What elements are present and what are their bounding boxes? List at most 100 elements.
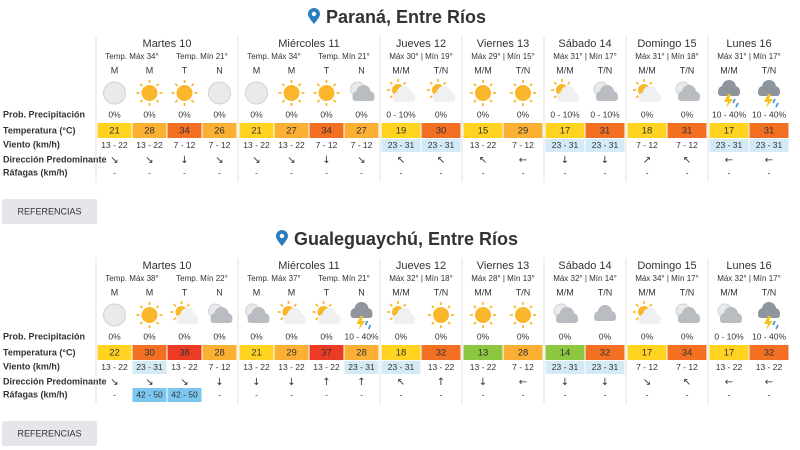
cloud-part: [720, 317, 742, 323]
temperature-cell: [97, 345, 132, 360]
sun-ray: [403, 303, 407, 307]
cloud-part: [283, 318, 306, 324]
sun-ray: [635, 81, 639, 85]
period-label: N: [358, 65, 365, 75]
wind: 7 - 12: [209, 362, 231, 372]
rain-drop: [772, 98, 776, 104]
sun-ray: [553, 81, 557, 85]
sun-ray: [529, 83, 533, 87]
precipitation: 0 - 10%: [590, 109, 620, 119]
moon-disc: [245, 81, 268, 105]
wind-direction: ↖: [437, 155, 445, 166]
button-label[interactable]: REFERENCIAS: [17, 428, 81, 438]
sun-ray: [191, 83, 195, 87]
precipitation: 0%: [320, 109, 333, 119]
wind: 7 - 12: [351, 140, 373, 150]
temperature-cell: [749, 345, 789, 360]
temperature: 22: [109, 348, 120, 359]
temperature-cell: [503, 345, 543, 360]
wind-direction: ↘: [287, 155, 295, 166]
sun-ray: [328, 303, 332, 307]
wind-cell: [749, 139, 789, 152]
gust: -: [183, 167, 186, 177]
temperature: 32: [436, 348, 447, 359]
temperature: 38: [179, 348, 190, 359]
wind: 23 - 31: [428, 140, 455, 150]
location-title: Gualeguaychú, Entre Ríos: [294, 229, 518, 249]
weather-icon: [277, 301, 306, 324]
sun-disc: [283, 85, 300, 101]
gust: -: [604, 167, 607, 177]
wind-direction: ↓: [561, 377, 569, 388]
weather-icon: [387, 301, 415, 324]
temperature: 28: [518, 348, 529, 359]
day-name: Miércoles 11: [278, 260, 340, 272]
wind-direction: ←: [519, 377, 527, 388]
temperature-cell: [167, 345, 202, 360]
precipitation: 0%: [641, 109, 654, 119]
wind-cell: [421, 139, 461, 152]
weather-icon: [718, 80, 740, 108]
gust: -: [728, 389, 731, 399]
wind-direction: ↖: [683, 155, 691, 166]
gust: -: [400, 389, 403, 399]
day-name: Viernes 13: [477, 260, 529, 272]
weather-icon: [675, 303, 700, 323]
gust-cell: [167, 388, 202, 402]
temperature: 29: [518, 126, 529, 137]
wind-direction: ↖: [397, 377, 405, 388]
period-label: M: [146, 65, 154, 75]
day-summary: Máx 34° | Mín 17°: [635, 274, 699, 283]
wind: 23 - 31: [592, 362, 619, 372]
period-label: N: [216, 287, 223, 297]
temperature: 28: [144, 126, 155, 137]
sun-ray: [315, 317, 319, 321]
rain-drop: [367, 324, 372, 330]
button-label[interactable]: REFERENCIAS: [17, 206, 81, 216]
row-label: Temperatura (°C): [3, 125, 75, 135]
sun-ray: [316, 99, 320, 103]
period-label: N: [216, 65, 223, 75]
button-bg[interactable]: [2, 421, 97, 446]
moon-disc: [103, 81, 126, 105]
sun-ray: [513, 99, 517, 103]
temperature: 29: [286, 348, 297, 359]
weather-icon: [312, 301, 341, 324]
sun-ray: [473, 305, 477, 309]
day-summary: Temp. Mín 21°: [318, 274, 370, 283]
precipitation: 0 - 10%: [714, 331, 744, 341]
period-label: M: [288, 65, 296, 75]
period-label: T/N: [598, 287, 613, 297]
wind-direction: ↘: [145, 155, 153, 166]
weather-icon: [593, 81, 618, 101]
wind-direction: ←: [519, 155, 527, 166]
day-summary: Temp. Máx 38°: [105, 274, 158, 283]
weather-icon: [510, 80, 536, 106]
wind: 13 - 22: [716, 362, 743, 372]
gust: -: [400, 167, 403, 177]
references-button[interactable]: REFERENCIAS: [2, 199, 97, 224]
wind: 13 - 22: [243, 362, 270, 372]
precipitation: 0%: [477, 109, 490, 119]
wind: 13 - 22: [243, 140, 270, 150]
rain-drop: [364, 320, 369, 326]
weather-icon: [103, 81, 126, 105]
sun-ray: [431, 321, 435, 325]
gust: -: [728, 167, 731, 177]
sun-disc: [515, 307, 531, 323]
references-button[interactable]: REFERENCIAS: [2, 421, 97, 446]
button-bg[interactable]: [2, 199, 97, 224]
cloud-part: [350, 312, 373, 318]
period-label: T/N: [516, 287, 531, 297]
temperature: 19: [396, 126, 407, 137]
period-label: M: [288, 287, 296, 297]
temperature: 17: [560, 126, 571, 137]
sun-ray: [489, 83, 493, 87]
period-label: T/N: [434, 65, 449, 75]
weather-icon: [633, 79, 661, 102]
temperature-cell: [274, 123, 309, 138]
cloud-part: [639, 96, 661, 102]
rain-drop: [735, 102, 739, 108]
temperature-cell: [132, 345, 167, 360]
precipitation: 0%: [599, 331, 612, 341]
